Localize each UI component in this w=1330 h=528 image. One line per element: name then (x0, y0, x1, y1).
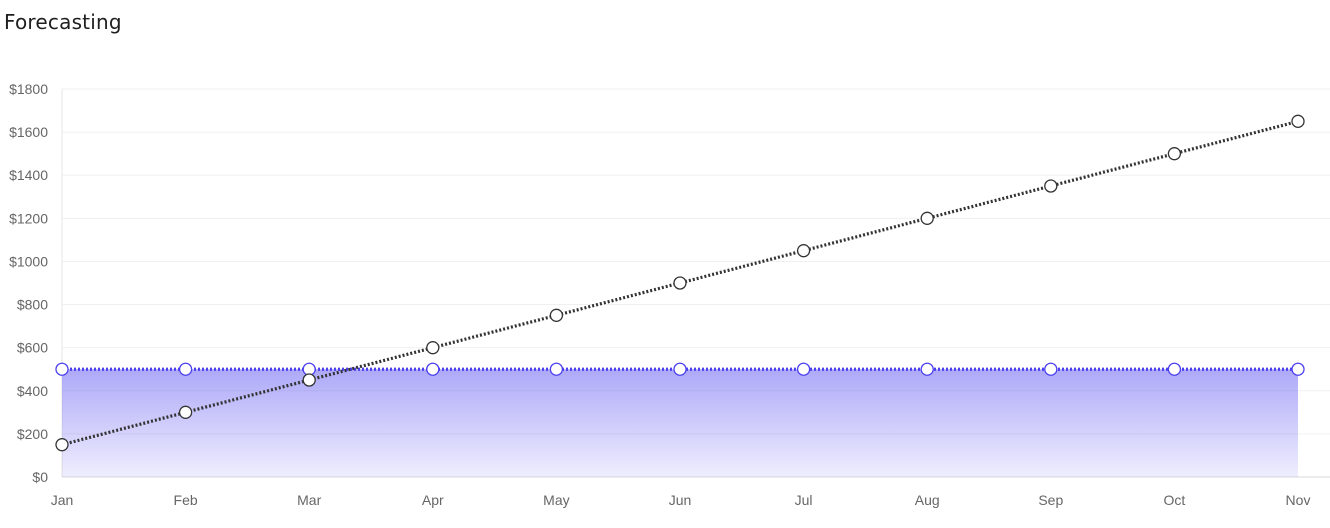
series-2-point (549, 308, 564, 322)
series-1-point (1167, 362, 1182, 376)
x-tick-label: Jul (795, 492, 813, 508)
series-2-point (796, 244, 811, 258)
y-tick-label: $1200 (9, 210, 48, 226)
series-2-point (1044, 179, 1058, 193)
x-tick-label: Mar (297, 492, 321, 508)
series-2-point (920, 211, 934, 225)
y-tick-label: $1000 (9, 253, 48, 269)
x-tick-label: Sep (1038, 492, 1063, 508)
series-2-point (178, 405, 193, 419)
series-1-area (62, 369, 1298, 477)
series-1-point (1291, 362, 1305, 376)
x-tick-label: Apr (422, 492, 444, 508)
series-2-point (426, 341, 440, 355)
series-1-point (178, 362, 193, 376)
x-tick-label: Oct (1164, 492, 1186, 508)
series-2-point (302, 373, 316, 387)
area-layer (62, 369, 1298, 477)
y-tick-label: $400 (17, 383, 48, 399)
series-1-point (673, 362, 687, 376)
y-tick-label: $200 (17, 426, 48, 442)
series-2-point (1167, 147, 1182, 161)
y-tick-label: $1600 (9, 124, 48, 140)
x-tick-label: Jan (51, 492, 74, 508)
series-1-point (920, 362, 934, 376)
y-tick-label: $600 (17, 340, 48, 356)
x-tick-label: Aug (915, 492, 940, 508)
x-tick-label: Nov (1286, 492, 1311, 508)
series-1-point (549, 362, 564, 376)
x-tick-label: Jun (669, 492, 692, 508)
y-tick-label: $800 (17, 297, 48, 313)
series-1-point (796, 362, 811, 376)
series-2-point (1291, 114, 1305, 128)
series-1-point (1044, 362, 1058, 376)
y-tick-label: $0 (32, 469, 48, 485)
page-title: Forecasting (4, 10, 122, 34)
series-2-line (61, 119, 1299, 447)
x-axis-ticks: Jan Feb Mar Apr May Jun Jul Aug Sep Oct Nov (51, 492, 1311, 508)
y-tick-label: $1800 (9, 81, 48, 97)
y-tick-label: $1400 (9, 167, 48, 183)
x-tick-label: Feb (174, 492, 198, 508)
series-2-point (55, 438, 69, 452)
x-tick-label: May (543, 492, 569, 508)
series-1-point (426, 362, 440, 376)
y-axis-ticks: $0 $200 $400 $600 $800 $1000 $1200 $1400 $1600 $1… (9, 81, 48, 485)
series-2-point (673, 276, 687, 290)
point-layer (55, 114, 1305, 452)
series-1-point (55, 362, 69, 376)
